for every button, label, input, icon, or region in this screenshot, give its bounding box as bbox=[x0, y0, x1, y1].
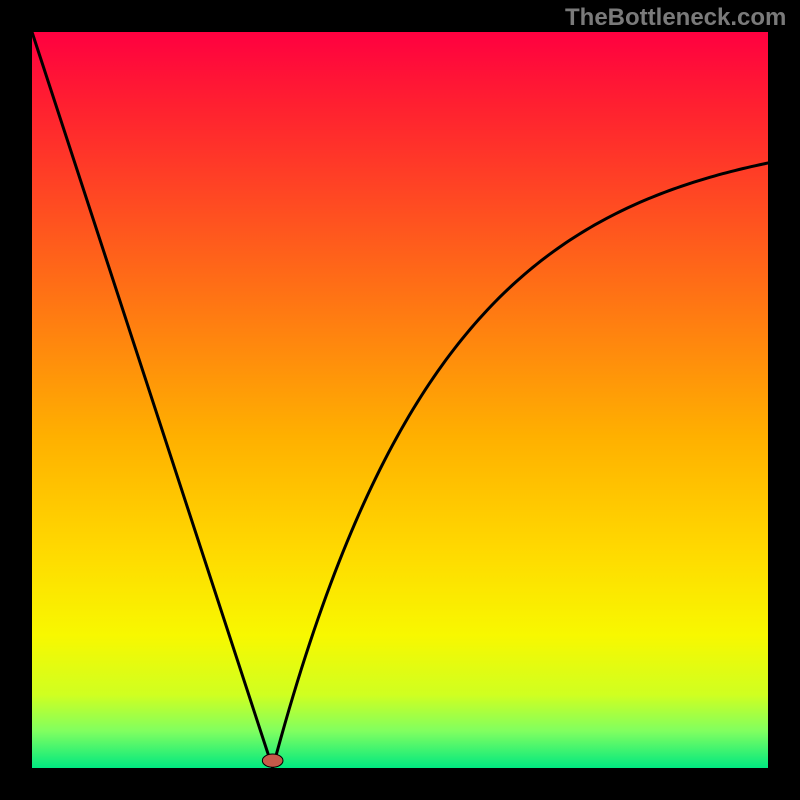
chart-svg bbox=[32, 32, 768, 768]
plot-area bbox=[32, 32, 768, 768]
optimal-point-marker bbox=[262, 754, 283, 767]
gradient-background bbox=[32, 32, 768, 768]
chart-container: TheBottleneck.com bbox=[0, 0, 800, 800]
watermark-text: TheBottleneck.com bbox=[565, 4, 786, 32]
